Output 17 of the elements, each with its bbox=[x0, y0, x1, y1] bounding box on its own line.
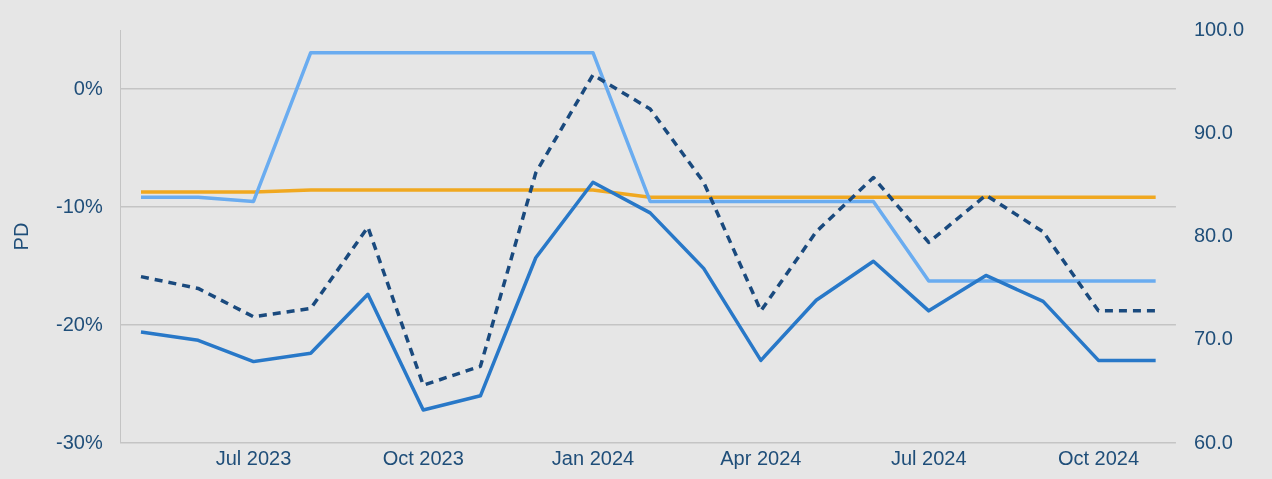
x-tick-label: Apr 2024 bbox=[720, 446, 802, 469]
y2-tick-label: 60.0 bbox=[1193, 430, 1233, 453]
y2-tick-label: 90.0 bbox=[1193, 120, 1233, 143]
y-axis-title: PD bbox=[9, 222, 32, 251]
x-tick-label: Jul 2023 bbox=[215, 446, 292, 469]
x-tick-label: Jan 2024 bbox=[551, 446, 635, 469]
y-tick-label: -30% bbox=[55, 430, 103, 453]
y2-tick-label: 70.0 bbox=[1193, 327, 1233, 350]
y2-tick-label: 80.0 bbox=[1193, 224, 1233, 247]
y2-tick-label: 100.0 bbox=[1193, 17, 1245, 40]
x-tick-label: Jul 2024 bbox=[890, 446, 967, 469]
y-tick-label: 0% bbox=[73, 76, 103, 99]
x-tick-label: Oct 2024 bbox=[1057, 446, 1140, 469]
line-series bbox=[139, 73, 1158, 387]
y-tick-label: -10% bbox=[55, 194, 103, 217]
x-tick-label: Oct 2023 bbox=[382, 446, 464, 469]
y-tick-label: -20% bbox=[55, 312, 103, 335]
